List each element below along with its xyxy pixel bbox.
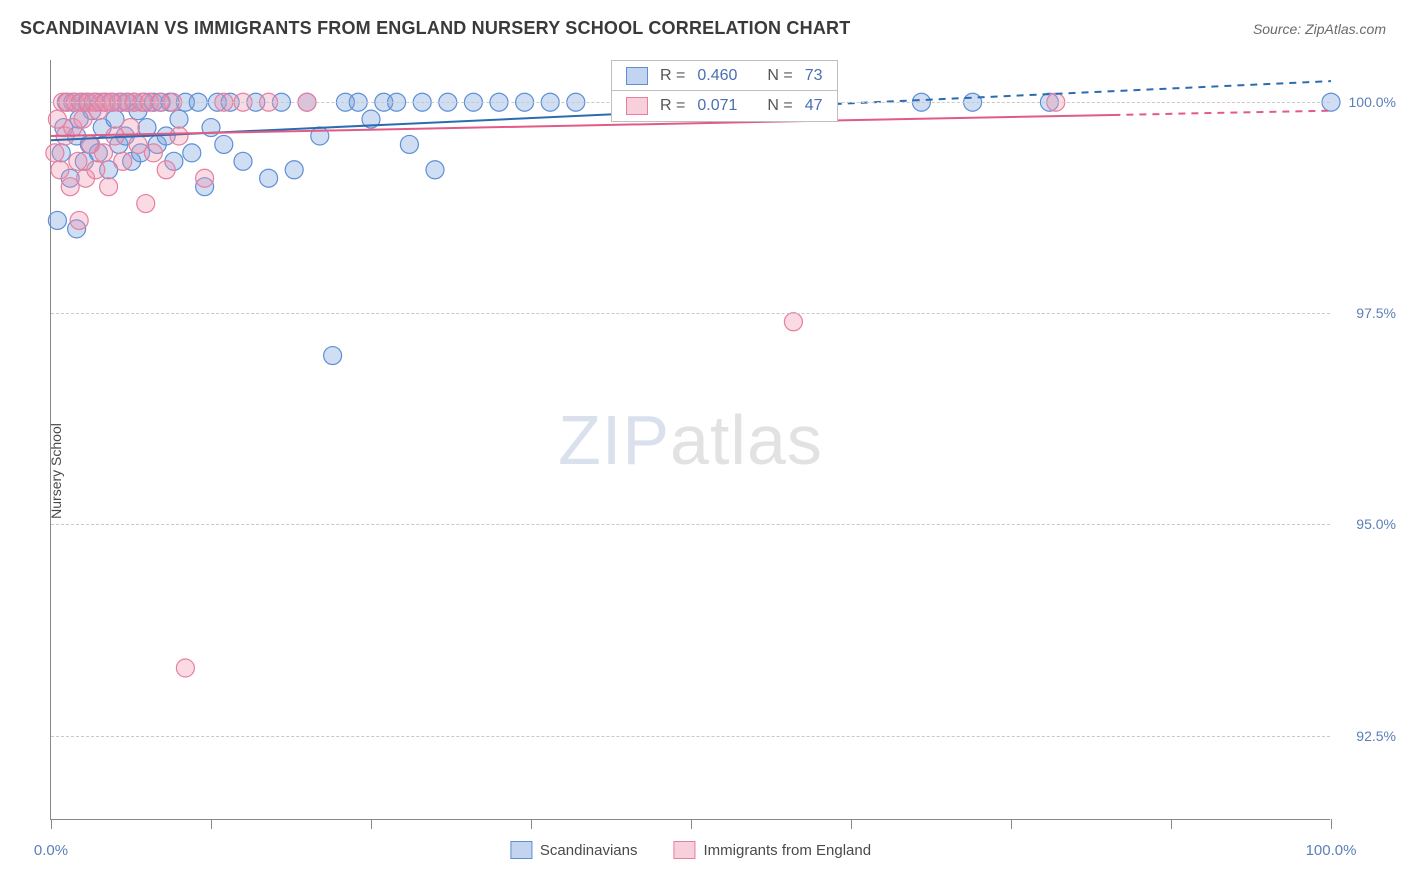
- x-tick-label: 100.0%: [1306, 842, 1357, 859]
- x-tick: [371, 819, 372, 829]
- x-tick: [691, 819, 692, 829]
- x-tick: [51, 819, 52, 829]
- chart-title: SCANDINAVIAN VS IMMIGRANTS FROM ENGLAND …: [20, 18, 850, 39]
- r-value: 0.460: [697, 67, 737, 85]
- n-label: N =: [767, 67, 792, 85]
- scatter-point: [94, 144, 112, 162]
- n-label: N =: [767, 97, 792, 115]
- r-label: R =: [660, 97, 685, 115]
- y-tick-label: 95.0%: [1356, 516, 1396, 532]
- chart-header: SCANDINAVIAN VS IMMIGRANTS FROM ENGLAND …: [20, 18, 1386, 39]
- scatter-point: [157, 161, 175, 179]
- x-tick: [851, 819, 852, 829]
- chart-container: SCANDINAVIAN VS IMMIGRANTS FROM ENGLAND …: [0, 0, 1406, 892]
- scatter-point: [426, 161, 444, 179]
- scatter-point: [51, 161, 69, 179]
- bottom-legend: Scandinavians Immigrants from England: [510, 841, 871, 859]
- scatter-point: [114, 152, 132, 170]
- chart-wrap: Nursery School ZIPatlas 92.5%95.0%97.5%1…: [0, 50, 1406, 892]
- scatter-point: [87, 161, 105, 179]
- scatter-point: [100, 178, 118, 196]
- y-tick-label: 97.5%: [1356, 305, 1396, 321]
- scatter-point: [196, 169, 214, 187]
- legend-swatch: [626, 97, 648, 115]
- plot-svg: [51, 60, 1331, 820]
- legend-label: Immigrants from England: [704, 842, 872, 859]
- scatter-point: [170, 110, 188, 128]
- scatter-point: [234, 152, 252, 170]
- stats-legend-row: R = 0.460 N = 73: [611, 60, 838, 92]
- scatter-point: [144, 144, 162, 162]
- plot-area: ZIPatlas 92.5%95.0%97.5%100.0%0.0%100.0%…: [50, 60, 1330, 820]
- scatter-point: [176, 659, 194, 677]
- x-tick-label: 0.0%: [34, 842, 68, 859]
- x-tick: [1171, 819, 1172, 829]
- x-tick: [531, 819, 532, 829]
- x-tick: [1331, 819, 1332, 829]
- scatter-point: [183, 144, 201, 162]
- y-tick-label: 100.0%: [1349, 94, 1396, 110]
- x-tick: [1011, 819, 1012, 829]
- legend-swatch: [674, 841, 696, 859]
- r-label: R =: [660, 67, 685, 85]
- x-tick: [211, 819, 212, 829]
- legend-item: Immigrants from England: [674, 841, 872, 859]
- scatter-point: [400, 135, 418, 153]
- r-value: 0.071: [697, 97, 737, 115]
- legend-swatch: [510, 841, 532, 859]
- y-tick-label: 92.5%: [1356, 728, 1396, 744]
- scatter-point: [48, 211, 66, 229]
- legend-swatch: [626, 67, 648, 85]
- gridline-h: [51, 524, 1330, 525]
- chart-source: Source: ZipAtlas.com: [1253, 21, 1386, 37]
- legend-label: Scandinavians: [540, 842, 638, 859]
- scatter-point: [46, 144, 64, 162]
- scatter-point: [70, 211, 88, 229]
- scatter-point: [285, 161, 303, 179]
- gridline-h: [51, 313, 1330, 314]
- regression-line-dashed: [1113, 111, 1331, 115]
- legend-item: Scandinavians: [510, 841, 638, 859]
- scatter-point: [215, 135, 233, 153]
- scatter-point: [170, 127, 188, 145]
- n-value: 73: [805, 67, 823, 85]
- scatter-point: [260, 169, 278, 187]
- gridline-h: [51, 736, 1330, 737]
- scatter-point: [784, 313, 802, 331]
- scatter-point: [69, 152, 87, 170]
- scatter-point: [137, 195, 155, 213]
- scatter-point: [324, 347, 342, 365]
- n-value: 47: [805, 97, 823, 115]
- stats-legend-row: R = 0.071 N = 47: [611, 90, 838, 122]
